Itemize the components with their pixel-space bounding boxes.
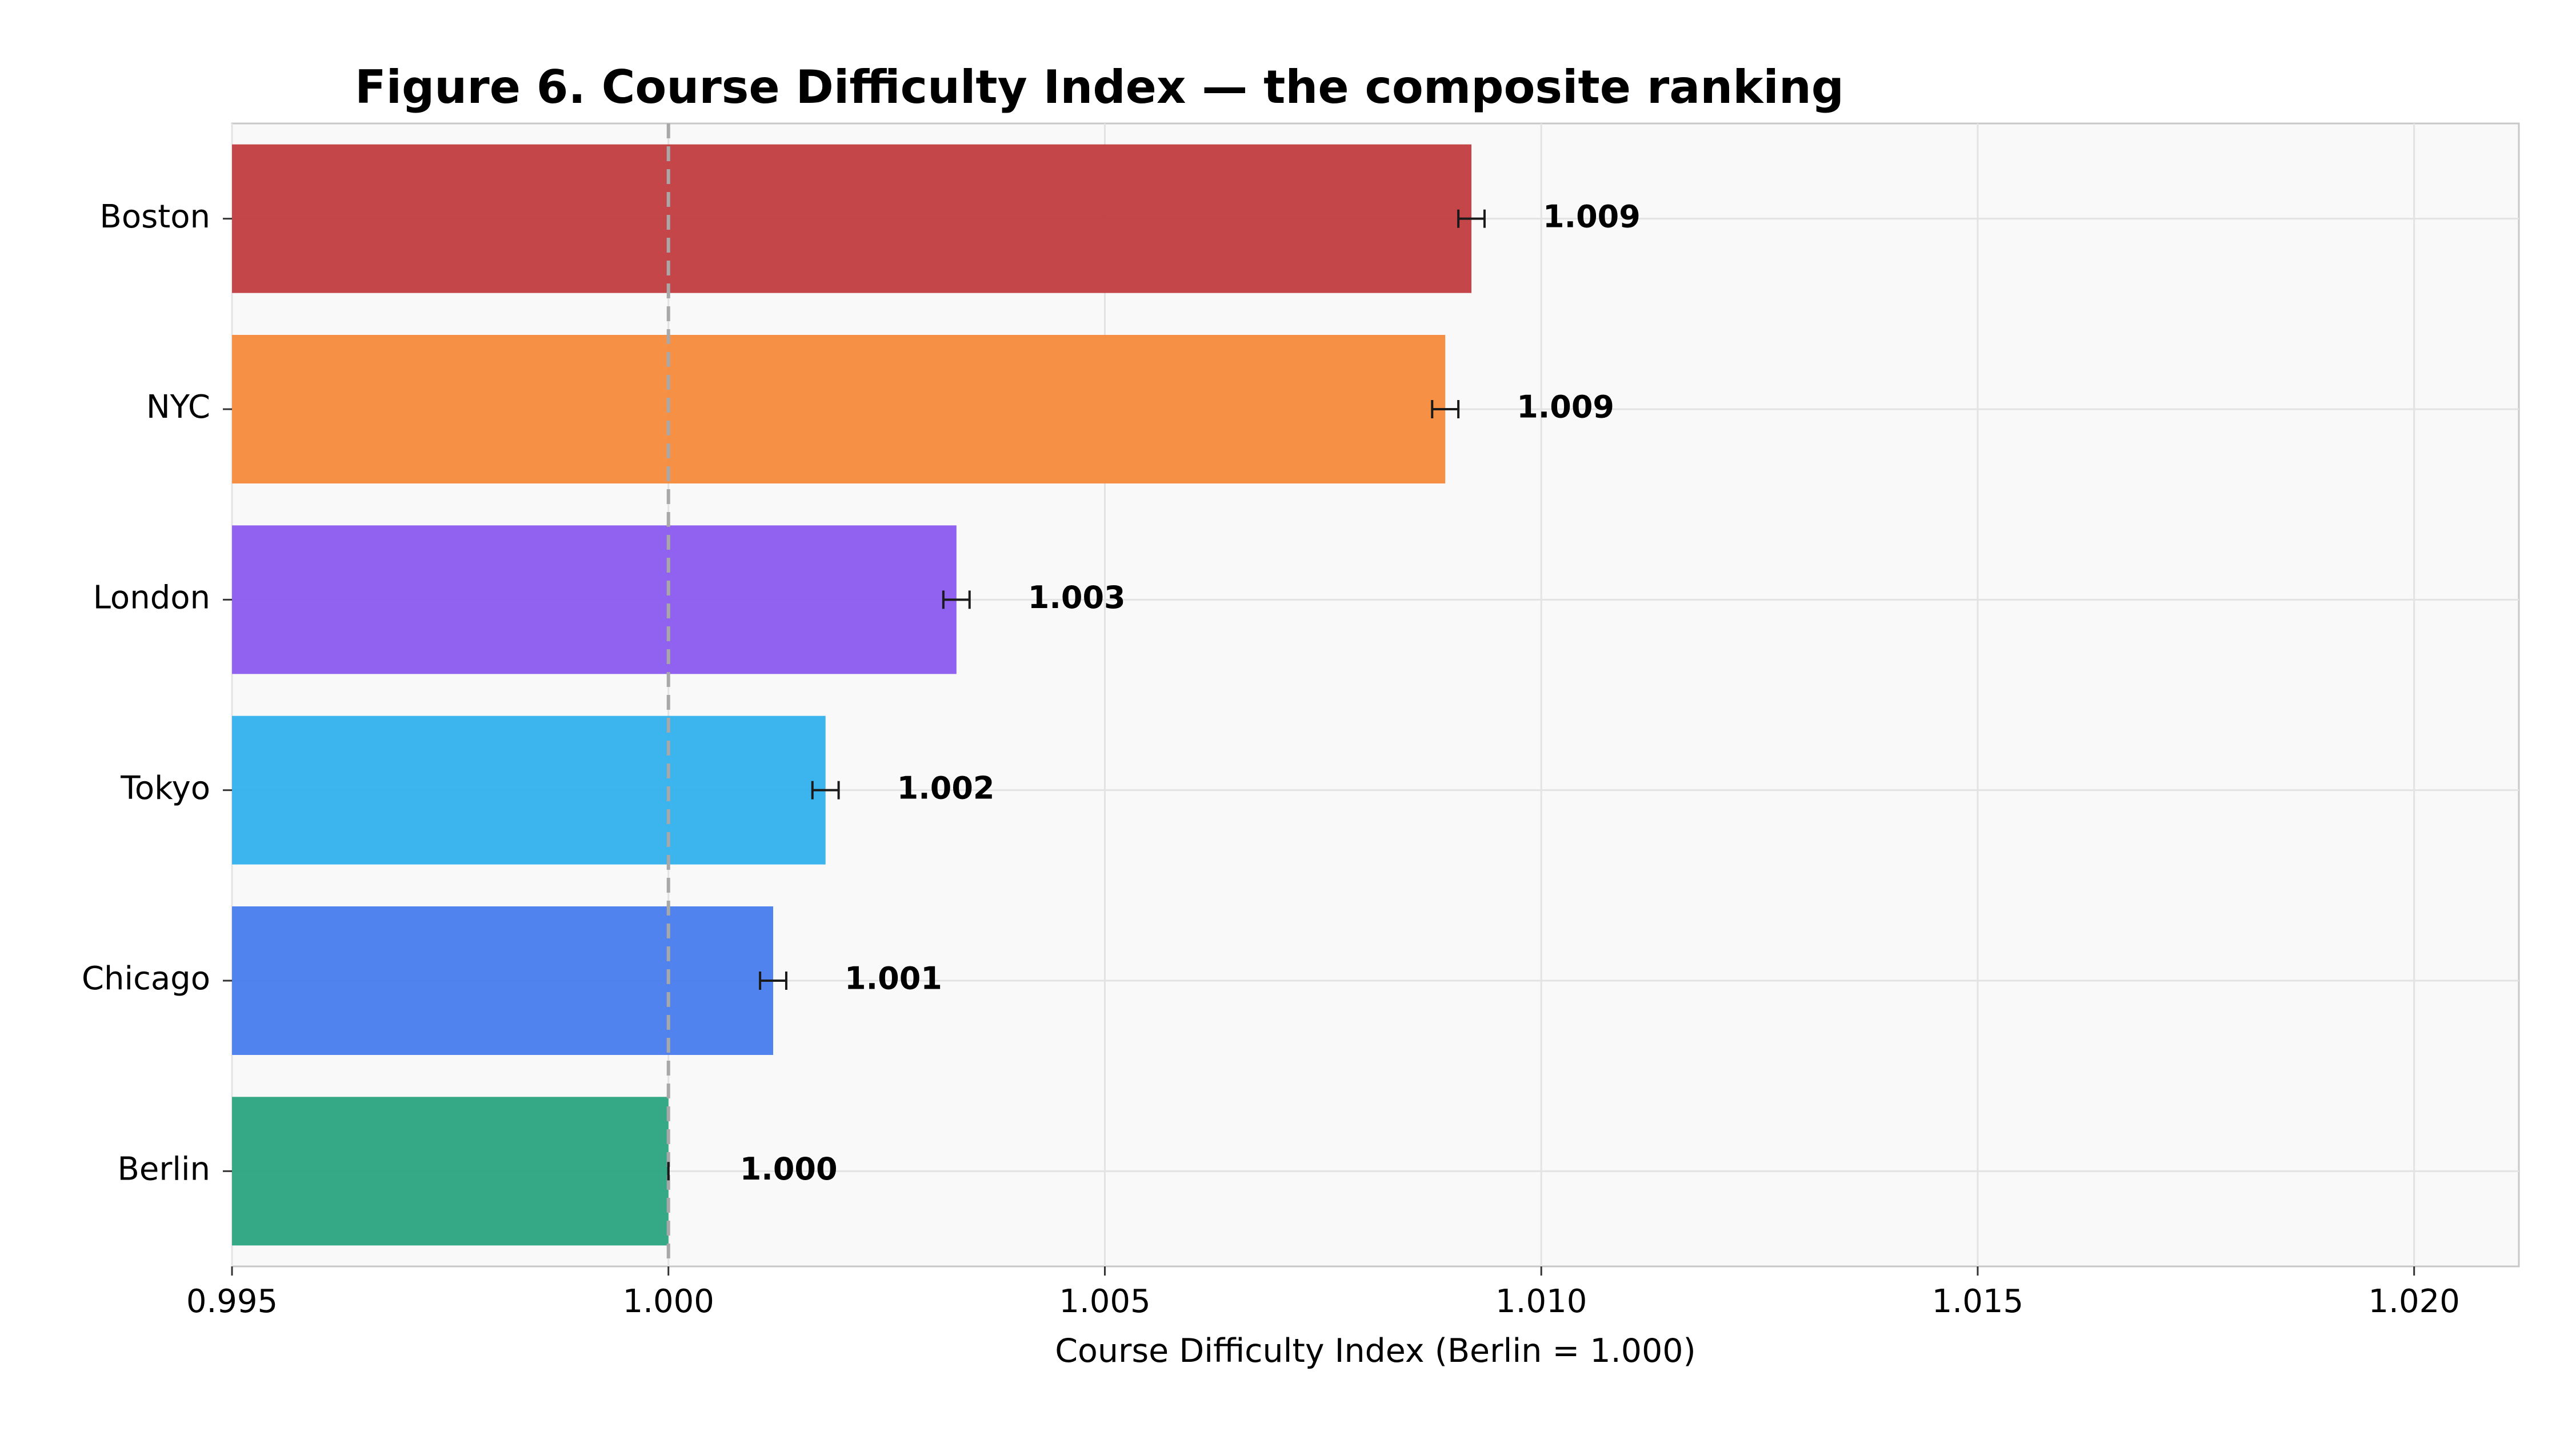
x-tick-label: 0.995 <box>186 1283 278 1320</box>
bar-tokyo <box>232 715 826 865</box>
axes-layer: 0.995 1.000 1.005 1.010 1.015 1.020 Boston NYC L… <box>82 198 2460 1320</box>
bar-nyc <box>232 335 1446 483</box>
error-bar <box>1457 209 1486 228</box>
error-bar <box>811 781 840 800</box>
bar-london <box>232 525 957 674</box>
bar-chicago <box>232 906 774 1055</box>
x-tick-label: 1.010 <box>1495 1283 1587 1320</box>
bar-boston <box>232 144 1472 293</box>
value-label: 1.009 <box>1517 389 1614 425</box>
error-bar <box>942 590 971 609</box>
value-label: 1.000 <box>740 1151 838 1187</box>
x-tick-label: 1.005 <box>1059 1283 1150 1320</box>
value-label: 1.003 <box>1028 579 1126 615</box>
value-label: 1.002 <box>897 770 995 806</box>
y-tick-label: Tokyo <box>120 770 210 807</box>
value-label: 1.001 <box>845 961 942 997</box>
error-bar <box>1431 400 1460 418</box>
value-label: 1.009 <box>1543 198 1641 234</box>
x-tick-label: 1.000 <box>623 1283 714 1320</box>
y-tick-label: Berlin <box>117 1150 210 1188</box>
y-tick-label: NYC <box>146 389 210 426</box>
plot-area <box>231 122 2520 1268</box>
bar-berlin <box>232 1097 669 1246</box>
x-tick-label: 1.020 <box>2369 1283 2460 1320</box>
y-tick-label: Boston <box>99 198 210 235</box>
error-bar <box>759 972 787 990</box>
y-tick-label: Chicago <box>82 960 210 997</box>
chart-title: Figure 6. Course Difficulty Index — the … <box>355 61 1844 114</box>
labels-layer: 1.009 1.009 1.003 1.002 1.001 1.000 <box>667 198 1641 1187</box>
y-tick-label: London <box>93 579 210 616</box>
bars-layer <box>232 144 1472 1246</box>
x-axis-label: Course Difficulty Index (Berlin = 1.000) <box>1055 1332 1696 1370</box>
x-tick-label: 1.015 <box>1932 1283 2023 1320</box>
